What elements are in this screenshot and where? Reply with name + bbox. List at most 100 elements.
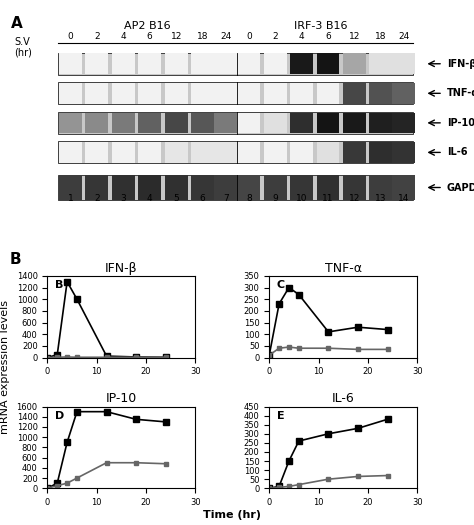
Bar (369, 83, 392, 103)
Text: 8: 8 (246, 194, 252, 203)
Bar (191, 83, 214, 103)
Text: D: D (55, 411, 64, 421)
Bar (164, 54, 188, 74)
Bar (392, 54, 415, 74)
Bar (264, 175, 287, 200)
Bar (214, 142, 237, 163)
Bar (112, 142, 135, 163)
Bar (317, 142, 339, 163)
Text: IP-10: IP-10 (447, 118, 474, 128)
Text: S.V: S.V (14, 37, 30, 47)
Text: 1: 1 (68, 194, 73, 203)
Bar (58, 141, 413, 163)
Bar (290, 83, 313, 103)
Text: mRNA expression levels: mRNA expression levels (0, 300, 10, 435)
Bar (264, 142, 287, 163)
Text: 6: 6 (325, 32, 331, 40)
Text: 18: 18 (197, 32, 208, 40)
Text: 9: 9 (272, 194, 278, 203)
Text: 12: 12 (349, 194, 360, 203)
Bar (317, 54, 339, 74)
Bar (112, 175, 135, 200)
Bar (237, 142, 260, 163)
Text: IRF-3 B16: IRF-3 B16 (294, 22, 348, 32)
Bar (343, 142, 366, 163)
Bar (369, 112, 392, 133)
Text: E: E (277, 411, 284, 421)
Bar (343, 54, 366, 74)
Text: 2: 2 (94, 32, 100, 40)
Bar (343, 112, 366, 133)
Bar (214, 54, 237, 74)
Bar (59, 175, 82, 200)
Title: TNF-α: TNF-α (325, 261, 362, 275)
Bar (264, 54, 287, 74)
Text: IFN-β: IFN-β (447, 59, 474, 69)
Bar (191, 175, 214, 200)
Title: IL-6: IL-6 (332, 392, 355, 405)
Bar (58, 52, 413, 75)
Bar (85, 83, 109, 103)
Bar (317, 175, 339, 200)
Bar (237, 175, 260, 200)
Bar (58, 82, 413, 104)
Bar (290, 142, 313, 163)
Text: B: B (55, 280, 63, 290)
Text: 10: 10 (296, 194, 307, 203)
Bar (138, 83, 161, 103)
Text: 24: 24 (220, 32, 231, 40)
Bar (264, 112, 287, 133)
Bar (164, 142, 188, 163)
Text: A: A (10, 16, 22, 31)
Bar (392, 142, 415, 163)
Bar (85, 142, 109, 163)
Text: AP2 B16: AP2 B16 (124, 22, 171, 32)
Text: 2: 2 (94, 194, 100, 203)
Bar (112, 83, 135, 103)
Bar (237, 112, 260, 133)
Text: 11: 11 (322, 194, 334, 203)
Bar (85, 112, 109, 133)
Text: 0: 0 (68, 32, 73, 40)
Bar (290, 175, 313, 200)
Bar (58, 112, 413, 134)
Bar (59, 142, 82, 163)
Bar (392, 175, 415, 200)
Bar (191, 112, 214, 133)
Bar (112, 54, 135, 74)
Text: 6: 6 (147, 32, 153, 40)
Bar (237, 83, 260, 103)
Bar (58, 175, 413, 201)
Text: 4: 4 (299, 32, 304, 40)
Text: 12: 12 (349, 32, 360, 40)
Bar (290, 112, 313, 133)
Bar (317, 112, 339, 133)
Bar (214, 175, 237, 200)
Bar (237, 54, 260, 74)
Text: 0: 0 (246, 32, 252, 40)
Bar (164, 175, 188, 200)
Bar (138, 54, 161, 74)
Bar (138, 175, 161, 200)
Bar (191, 54, 214, 74)
Bar (369, 175, 392, 200)
Bar (343, 83, 366, 103)
Bar (290, 54, 313, 74)
Bar (392, 112, 415, 133)
Text: TNF-α: TNF-α (447, 88, 474, 98)
Bar (112, 112, 135, 133)
Text: IL-6: IL-6 (447, 148, 467, 158)
Text: 24: 24 (398, 32, 410, 40)
Text: 5: 5 (173, 194, 179, 203)
Bar (138, 112, 161, 133)
Text: C: C (277, 280, 285, 290)
Text: B: B (9, 252, 21, 267)
Bar (214, 112, 237, 133)
Bar (59, 112, 82, 133)
Bar (164, 83, 188, 103)
Title: IFN-β: IFN-β (105, 261, 137, 275)
Bar (85, 54, 109, 74)
Text: 6: 6 (200, 194, 205, 203)
Text: 14: 14 (398, 194, 410, 203)
Text: GAPDH: GAPDH (447, 183, 474, 193)
